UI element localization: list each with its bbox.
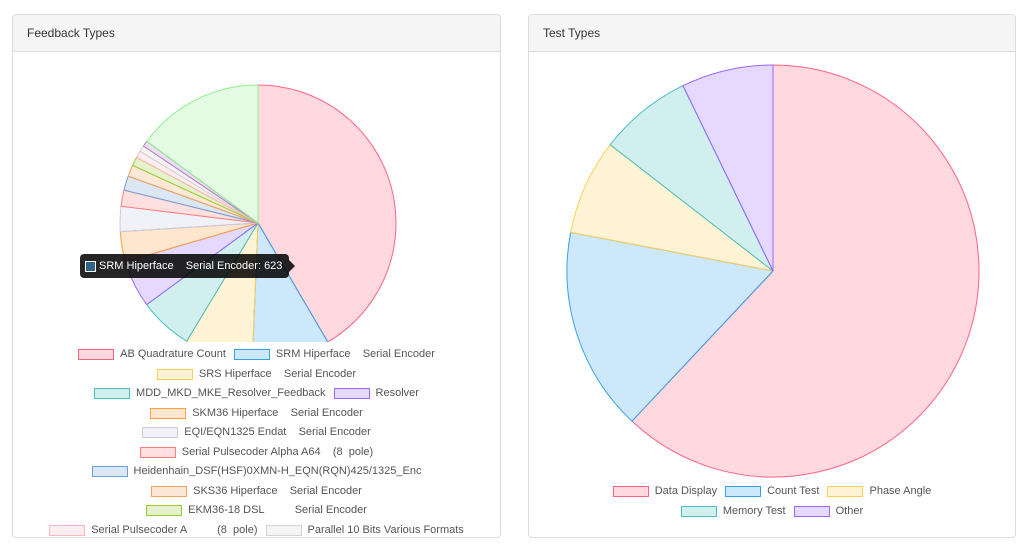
legend-label: Phase Angle [869,485,932,497]
legend-item-0-1[interactable]: SRM Hiperface Serial Encoder [233,345,435,365]
tooltip-text: SRM Hiperface Serial Encoder: 623 [99,260,283,272]
test-types-title: Test Types [529,15,1015,52]
legend-label: Parallel 10 Bits Various Formats [307,523,464,536]
legend-label: Other [835,504,864,517]
legend-swatch [94,388,131,400]
legend-swatch [680,505,717,517]
legend-label: SKS36 Hiperface Serial Encoder [193,484,362,497]
legend-label: MDD_MKD_MKE_Resolver_Feedback [136,387,326,399]
legend-label: Heidenhain_DSF(HSF)0XMN-H_EQN(RQN)425/13… [133,465,422,477]
legend-item-0-0[interactable]: AB Quadrature Count [78,345,226,365]
legend-label: EQI/EQN1325 Endat Serial Encoder [184,426,371,438]
pie-slice-0-14[interactable] [146,84,259,224]
legend-swatch [91,466,128,478]
legend-item-0-7[interactable]: Serial Pulsecoder Alpha A64 (8 pole) [139,443,374,463]
legend-item-0-5[interactable]: SKM36 Hiperface Serial Encoder [150,404,363,424]
pie-slice-1-4[interactable] [682,64,774,272]
legend-swatch [612,486,649,498]
pie-slice-1-1[interactable] [566,231,774,422]
legend-item-0-2[interactable]: SRS Hiperface Serial Encoder [156,365,357,385]
legend-swatch [151,485,188,497]
legend-label: AB Quadrature Count [120,348,226,360]
feedback-types-panel: Feedback Types AB Quadrature Count SRM Hi… [12,14,501,538]
legend-label: Resolver [375,387,419,399]
legend-swatch [142,427,179,439]
feedback-types-pie[interactable] [13,52,501,342]
legend-label: EKM36-18 DSL Serial Encoder [188,504,367,516]
legend-item-1-1[interactable]: Count Test [725,482,819,502]
legend-swatch [827,486,864,498]
pie-slice-1-2[interactable] [570,144,774,272]
legend-swatch [233,349,270,361]
test-types-legend: Data Display Count Test Phase Angle Memory … [529,482,1015,521]
legend-item-0-10[interactable]: EKM36-18 DSL Serial Encoder [146,501,367,521]
legend-item-0-11[interactable]: Serial Pulsecoder A (8 pole) [49,521,258,538]
legend-swatch [78,349,115,361]
legend-item-0-9[interactable]: SKS36 Hiperface Serial Encoder [151,482,362,502]
legend-swatch [725,486,762,498]
feedback-types-legend: AB Quadrature Count SRM Hiperface Serial … [13,345,500,538]
legend-item-0-6[interactable]: EQI/EQN1325 Endat Serial Encoder [142,423,371,443]
pie-slice-0-1[interactable] [252,221,329,342]
test-types-panel: Test Types Data Display Count Test Phase A… [528,14,1016,538]
legend-item-0-4[interactable]: Resolver [333,384,419,404]
legend-swatch [265,524,302,536]
legend-swatch [793,505,830,517]
pie-slice-1-0[interactable] [631,64,980,478]
legend-label: SKM36 Hiperface Serial Encoder [192,406,363,419]
legend-swatch [139,446,176,458]
legend-label: SRM Hiperface Serial Encoder [275,348,435,360]
legend-label: Count Test [767,485,820,497]
legend-item-0-3[interactable]: MDD_MKD_MKE_Resolver_Feedback [94,384,326,404]
legend-label: Serial Pulsecoder A (8 pole) [91,523,258,536]
test-types-pie[interactable] [529,52,1016,482]
legend-item-0-8[interactable]: Heidenhain_DSF(HSF)0XMN-H_EQN(RQN)425/13… [91,462,422,482]
pie-slice-0-0[interactable] [257,84,397,342]
pie-tooltip: SRM Hiperface Serial Encoder: 623 [80,254,296,278]
legend-label: Serial Pulsecoder Alpha A64 (8 pole) [181,445,374,458]
legend-label: SRS Hiperface Serial Encoder [198,367,357,380]
legend-item-1-2[interactable]: Phase Angle [827,482,931,502]
legend-label: Data Display [654,485,718,497]
legend-swatch [150,407,187,419]
legend-swatch [156,368,193,380]
legend-item-1-4[interactable]: Other [793,502,864,522]
feedback-types-title: Feedback Types [13,15,500,52]
legend-swatch [333,388,370,400]
legend-swatch [49,524,86,536]
legend-swatch [146,505,183,517]
legend-label: Memory Test [722,504,786,517]
tooltip-swatch [85,260,96,272]
legend-item-1-3[interactable]: Memory Test [680,502,786,522]
legend-item-0-12[interactable]: Parallel 10 Bits Various Formats [265,521,464,538]
legend-item-1-0[interactable]: Data Display [612,482,718,502]
